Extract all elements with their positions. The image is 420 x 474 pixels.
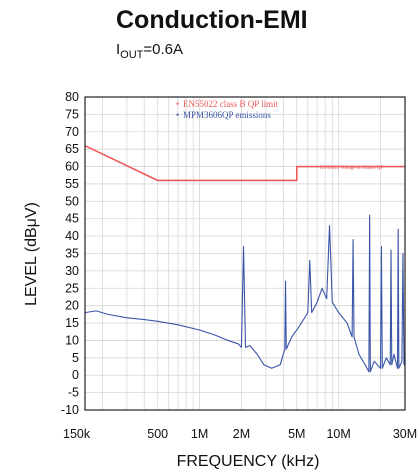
y-tick-label: 60 [65,160,79,174]
x-tick-label: 1M [191,427,208,441]
x-ticks: 150k 500 1M 2M 5M 10M 30M [63,427,417,441]
y-tick-label: 45 [65,212,79,226]
emissions-line [84,214,406,373]
legend-marker: • [176,110,179,120]
legend: • EN55022 class B QP limit • MPM3606QP emis… [176,99,279,120]
x-tick-label: 5M [288,427,305,441]
plot-frame [84,96,406,411]
y-axis-title: LEVEL (dBμV) [23,202,40,306]
y-tick-label: 80 [65,90,79,104]
x-axis-title: FREQUENCY (kHz) [177,453,320,470]
y-tick-label: 35 [65,247,79,261]
legend-label: MPM3606QP emissions [183,110,271,120]
x-tick-label: 150k [63,427,91,441]
y-tick-label: 70 [65,125,79,139]
chart-title: Conduction-EMI [116,6,308,34]
y-tick-label: 65 [65,142,79,156]
x-tick-label: 500 [147,427,168,441]
y-tick-label: 50 [65,194,79,208]
y-tick-label: 5 [72,351,79,365]
subtitle-main: I [116,41,121,58]
chart-subtitle: IOUT=0.6A [116,41,183,61]
limit-line [84,144,405,182]
y-tick-label: 25 [65,281,79,295]
series-group [84,144,406,373]
x-tick-label: 30M [393,427,417,441]
x-tick-label: 10M [326,427,350,441]
limit-annotation: EN55022 Voltage on Mains QP [320,166,383,171]
y-tick-label: -5 [68,386,79,400]
x-tick-label: 2M [233,427,250,441]
subtitle-rest: =0.6A [143,41,184,58]
legend-marker: • [176,99,179,109]
subtitle-subscript: OUT [120,49,144,61]
y-tick-label: 0 [72,368,79,382]
legend-label: EN55022 class B QP limit [183,99,279,109]
y-tick-label: 15 [65,316,79,330]
y-tick-label: 55 [65,177,79,191]
y-tick-label: 10 [65,333,79,347]
y-tick-label: 20 [65,299,79,313]
y-tick-label: 30 [65,264,79,278]
y-tick-label: 75 [65,107,79,121]
y-tick-label: -10 [61,403,79,417]
y-tick-label: 40 [65,229,79,243]
